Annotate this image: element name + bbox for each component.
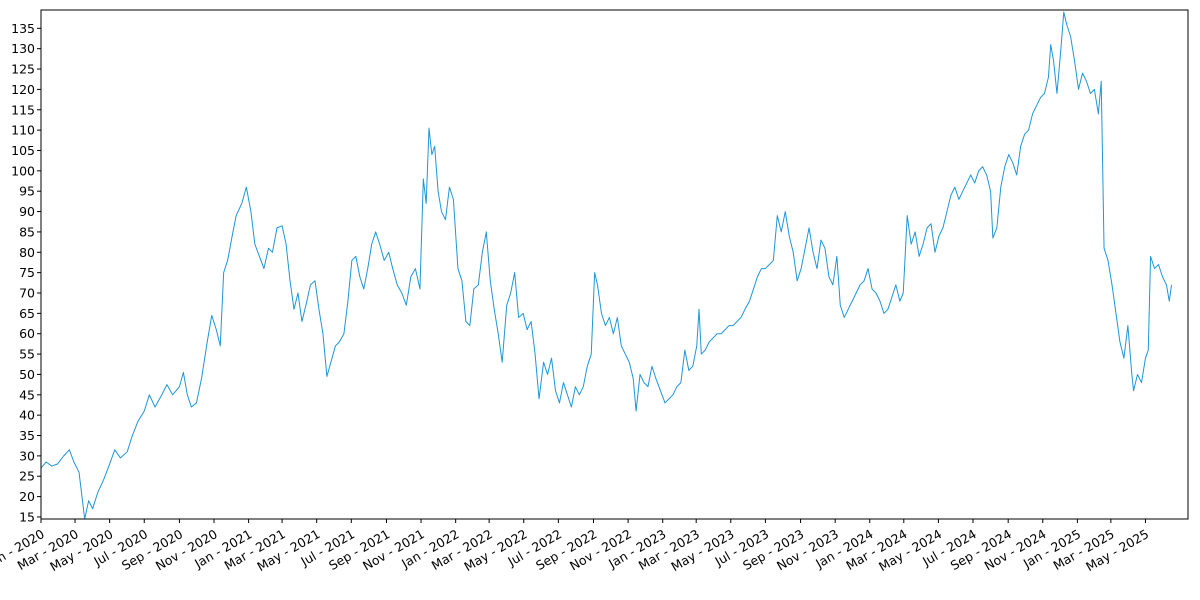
y-tick-label: 115 bbox=[11, 102, 35, 117]
y-tick-label: 135 bbox=[11, 21, 35, 36]
y-tick-label: 125 bbox=[11, 62, 35, 77]
y-axis: 15 20 25 30 35 40 45 50 55 60 65 70 75 80 85 90 95 100 105… bbox=[11, 21, 41, 524]
y-tick-label: 110 bbox=[11, 123, 35, 138]
y-tick-label: 60 bbox=[19, 326, 35, 341]
y-tick-label: 55 bbox=[19, 347, 35, 362]
y-tick-label: 45 bbox=[19, 387, 35, 402]
y-tick-label: 80 bbox=[19, 245, 35, 260]
y-tick-label: 105 bbox=[11, 143, 35, 158]
plot-frame bbox=[40, 9, 1189, 520]
y-tick-label: 25 bbox=[19, 469, 35, 484]
y-tick-label: 35 bbox=[19, 428, 35, 443]
y-tick-label: 95 bbox=[19, 184, 35, 199]
y-tick-label: 15 bbox=[19, 509, 35, 524]
y-tick-label: 75 bbox=[19, 265, 35, 280]
y-tick-label: 120 bbox=[11, 82, 35, 97]
y-tick-label: 85 bbox=[19, 224, 35, 239]
y-tick-label: 130 bbox=[11, 41, 35, 56]
y-tick-label: 65 bbox=[19, 306, 35, 321]
series-line bbox=[40, 11, 1173, 520]
y-tick-label: 90 bbox=[19, 204, 35, 219]
y-tick-label: 20 bbox=[19, 489, 35, 504]
y-tick-label: 30 bbox=[19, 448, 35, 463]
y-tick-label: 100 bbox=[11, 163, 35, 178]
y-tick-label: 70 bbox=[19, 286, 35, 301]
y-tick-label: 40 bbox=[19, 408, 35, 423]
y-tick-label: 50 bbox=[19, 367, 35, 382]
